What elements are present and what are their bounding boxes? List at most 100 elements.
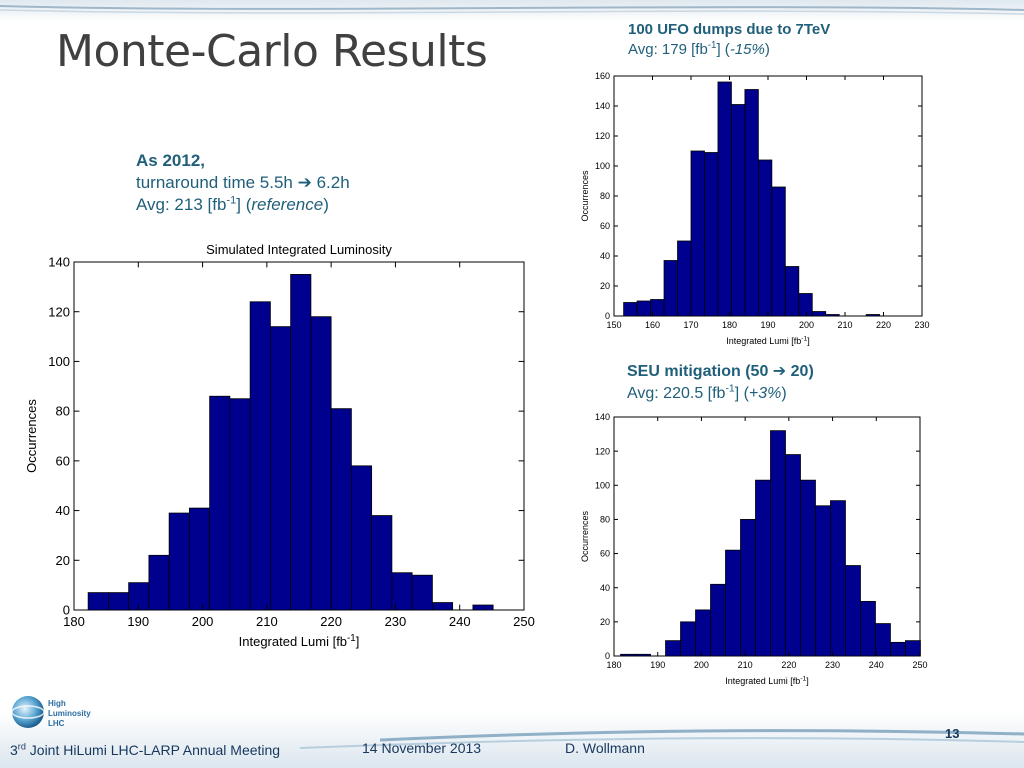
chart-title: Simulated Integrated Luminosity xyxy=(206,242,392,257)
x-axis-label: Integrated Lumi [fb-1] xyxy=(726,335,810,346)
histogram-bar xyxy=(815,505,831,657)
histogram-2012: 180 190 200 210 220 230 240 250 0 20 40 60 80 100 120 1… xyxy=(24,242,535,649)
arrow-right-icon: ➔ xyxy=(297,173,312,193)
x-tick-label: 190 xyxy=(760,320,775,330)
avg-seu-end: ) xyxy=(781,385,787,402)
x-tick-label: 210 xyxy=(738,660,753,670)
seu-heading: SEU mitigation (50 ➔ 20) xyxy=(627,360,814,383)
x-tick-label: 240 xyxy=(869,660,884,670)
x-tick-label: 200 xyxy=(799,320,814,330)
y-tick-label: 140 xyxy=(595,101,610,111)
histogram-bar xyxy=(890,641,906,657)
x-tick-label: 170 xyxy=(683,320,698,330)
y-tick-label: 140 xyxy=(595,412,610,422)
histogram-bar xyxy=(411,574,433,611)
logo-line-1: High xyxy=(48,699,66,708)
histogram-bar xyxy=(620,653,636,657)
histogram-bar xyxy=(391,572,413,611)
x-tick-label: 160 xyxy=(645,320,660,330)
logo-line-2: Luminosity xyxy=(48,709,91,718)
x-tick-label: 250 xyxy=(912,660,927,670)
histogram-bar xyxy=(744,89,759,317)
y-tick-label: 40 xyxy=(600,251,610,261)
histogram-bar xyxy=(330,408,352,611)
histogram-bar xyxy=(148,554,170,611)
avg-seu-mid: ] ( xyxy=(734,385,749,402)
y-axis-label: Occurrences xyxy=(24,399,39,473)
y-tick-label: 80 xyxy=(600,191,610,201)
x-tick-label: 190 xyxy=(650,660,665,670)
scenario-2012-block: As 2012, turnaround time 5.5h ➔ 6.2h Avg… xyxy=(136,150,350,216)
histogram-bar xyxy=(757,159,773,317)
footer-author: D. Wollmann xyxy=(565,740,645,756)
y-tick-label: 100 xyxy=(595,161,610,171)
page-number: 13 xyxy=(945,726,960,741)
histogram-bar xyxy=(472,604,494,611)
footer-wave xyxy=(0,712,1024,768)
y-tick-label: 0 xyxy=(605,311,610,321)
histogram-bar xyxy=(371,515,393,611)
y-axis-label: Occurrences xyxy=(580,510,590,562)
turnaround-text: turnaround time 5.5h xyxy=(136,173,298,192)
x-tick-label: 220 xyxy=(320,614,342,629)
histogram-bar xyxy=(680,621,696,657)
unit-exponent: -1 xyxy=(226,194,237,207)
avg-2012-end: ) xyxy=(323,195,329,214)
histogram-bar xyxy=(905,640,921,657)
y-tick-label: 0 xyxy=(63,603,70,618)
x-tick-label: 200 xyxy=(192,614,214,629)
histogram-bar xyxy=(636,300,651,317)
histogram-bar xyxy=(677,240,692,317)
y-axis-label: Occurrences xyxy=(580,170,590,222)
histogram-bar xyxy=(830,500,846,657)
histogram-bar xyxy=(690,150,705,317)
histogram-bar xyxy=(798,293,813,317)
hilumi-logo: High Luminosity LHC xyxy=(11,696,91,728)
avg-ufo-text: Avg: 179 [fb xyxy=(628,41,708,58)
y-tick-label: 160 xyxy=(595,71,610,81)
histogram-bar xyxy=(731,104,746,317)
ufo-change-label: -15% xyxy=(729,41,765,58)
x-tick-label: 210 xyxy=(256,614,278,629)
x-tick-label: 200 xyxy=(694,660,709,670)
histogram-bar xyxy=(249,301,271,611)
histogram-seu: 180 190 200 210 220 230 240 250 0 20 40 60 80 100 120 1… xyxy=(580,412,928,686)
x-tick-label: 230 xyxy=(914,320,929,330)
histogram-bar xyxy=(800,479,816,657)
histogram-bar xyxy=(310,316,332,611)
histogram-bar xyxy=(635,653,651,657)
y-tick-label: 20 xyxy=(600,281,610,291)
histogram-bar xyxy=(87,592,109,611)
histogram-bar xyxy=(771,186,786,317)
y-tick-label: 100 xyxy=(48,354,70,369)
avg-ufo-line: Avg: 179 [fb-1] (-15%) xyxy=(628,40,830,60)
histogram-bar xyxy=(860,600,876,657)
y-tick-label: 60 xyxy=(600,549,610,559)
histogram-bar xyxy=(845,565,861,657)
x-tick-label: 250 xyxy=(513,614,535,629)
y-tick-label: 80 xyxy=(56,404,70,419)
y-tick-label: 120 xyxy=(48,304,70,319)
histogram-bar xyxy=(825,314,840,317)
ufo-heading: 100 UFO dumps due to 7TeV xyxy=(628,21,831,38)
histogram-bar xyxy=(290,274,312,611)
ufo-scenario-block: 100 UFO dumps due to 7TeV Avg: 179 [fb-1… xyxy=(628,20,830,60)
x-tick-label: 230 xyxy=(385,614,407,629)
unit-exponent: -1 xyxy=(725,383,735,395)
histogram-bar xyxy=(784,266,800,317)
y-tick-label: 100 xyxy=(595,480,610,490)
histogram-bar xyxy=(725,549,741,657)
y-tick-label: 40 xyxy=(600,583,610,593)
y-tick-label: 120 xyxy=(595,131,610,141)
histogram-bar xyxy=(269,326,292,611)
header-wave xyxy=(0,0,1024,22)
histogram-bar xyxy=(209,395,231,611)
avg-2012-line: Avg: 213 [fb-1] (reference) xyxy=(136,194,350,216)
x-tick-label: 220 xyxy=(781,660,796,670)
histogram-bar xyxy=(350,465,373,611)
x-tick-label: 220 xyxy=(876,320,891,330)
y-tick-label: 20 xyxy=(56,553,70,568)
meeting-ordinal-suffix: rd xyxy=(17,741,26,752)
y-tick-label: 80 xyxy=(600,515,610,525)
x-tick-label: 230 xyxy=(825,660,840,670)
